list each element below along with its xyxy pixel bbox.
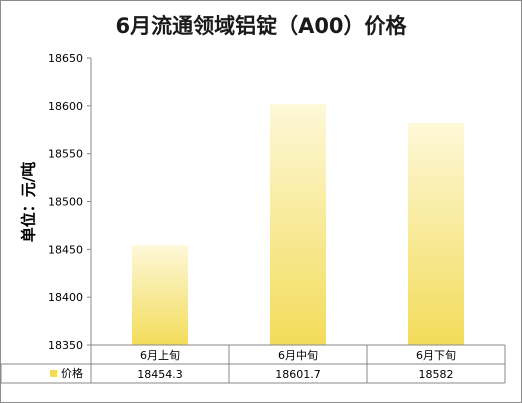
y-tick-label: 18550 xyxy=(48,148,83,161)
x-category-label: 6月中旬 xyxy=(278,349,318,362)
bar xyxy=(270,104,326,345)
y-tick-label: 18400 xyxy=(48,291,83,304)
legend-label: 价格 xyxy=(61,366,83,380)
y-tick-label: 18500 xyxy=(48,196,83,209)
bar xyxy=(132,245,188,345)
y-tick-label: 18600 xyxy=(48,100,83,113)
chart-title: 6月流通领域铝锭（A00）价格 xyxy=(115,14,407,38)
x-category-label: 6月下旬 xyxy=(416,349,456,362)
data-value-label: 18582 xyxy=(419,368,454,381)
y-tick-label: 18450 xyxy=(48,243,83,256)
y-tick-label: 18350 xyxy=(48,339,83,352)
bar xyxy=(408,123,464,345)
legend-swatch xyxy=(50,370,57,377)
x-category-label: 6月上旬 xyxy=(140,349,180,362)
data-value-label: 18601.7 xyxy=(275,368,321,381)
y-tick-label: 18650 xyxy=(48,52,83,65)
bars xyxy=(132,104,464,345)
data-value-label: 18454.3 xyxy=(137,368,183,381)
y-axis: 18350 18400 18450 18500 18550 18600 18650 xyxy=(48,52,92,352)
